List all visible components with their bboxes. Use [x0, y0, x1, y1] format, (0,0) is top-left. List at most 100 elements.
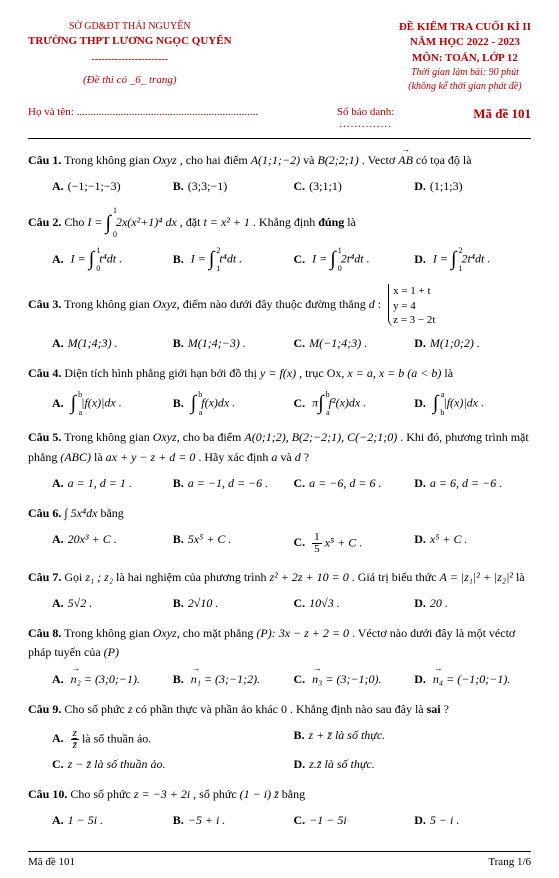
q10-e: (1 − i) z̄ — [240, 787, 279, 801]
q1-B: B(2;2;1) — [317, 153, 358, 167]
q8-options: A. n₂ = (3;0;−1). B. n₁ = (3;−1;2). C. n… — [28, 669, 531, 690]
q6-options: A.20x³ + C . B.5x⁵ + C . C. 15 x⁵ + C . … — [28, 529, 531, 558]
q5-options: A.a = 1, d = 1 . B.a = −1, d = −6 . C.a … — [28, 473, 531, 494]
q3-oxyz: Oxyz, — [153, 298, 180, 312]
question-1: Câu 1. Trong không gian Oxyz , cho hai đ… — [28, 151, 531, 170]
q3-s3: z = 3 − 2t — [393, 313, 435, 327]
q4-t2: , trục Ox, — [299, 366, 347, 380]
q8-t1: Trong không gian — [64, 626, 153, 640]
q10-t2: , số phức — [193, 787, 240, 801]
q2-t4: là — [347, 215, 356, 229]
q3-label: Câu 3. — [28, 298, 61, 312]
q9-t2: có phần thực và phần ảo khác — [136, 702, 281, 716]
system-bracket: x = 1 + t y = 4 z = 3 − 2t — [388, 284, 435, 327]
vector-icon: n₂ — [71, 672, 81, 687]
exam-note: (không kể thời gian phát đề) — [399, 80, 531, 94]
q1-label: Câu 1. — [28, 153, 61, 167]
q9-label: Câu 9. — [28, 702, 61, 716]
q8-opt-c: C. n₃ = (3;−1;0). — [290, 669, 411, 690]
header: SỞ GD&ĐT THÁI NGUYÊN TRƯỜNG THPT LƯƠNG N… — [28, 20, 531, 94]
q6-int: ∫ 5x⁴dx — [64, 506, 97, 520]
q5-oxyz: Oxyz, — [153, 430, 180, 444]
q5-t5: là — [94, 450, 106, 464]
q6-label: Câu 6. — [28, 506, 61, 520]
q1-opt-c: C.(3;1;1) — [290, 176, 411, 197]
footer-page: Trang 1/6 — [488, 856, 531, 868]
header-right: ĐỀ KIỂM TRA CUỐI KÌ II NĂM HỌC 2022 - 20… — [399, 20, 531, 94]
q7-eq: z² + 2z + 10 = 0 — [270, 570, 349, 584]
q4-opt-a: A. ∫ba |f(x)|dx . — [48, 389, 169, 418]
q4-yf: y = f(x) — [260, 366, 296, 380]
header-left: SỞ GD&ĐT THÁI NGUYÊN TRƯỜNG THPT LƯƠNG N… — [28, 20, 232, 94]
dashline: ----------------------- — [28, 53, 232, 67]
q9-opt-d: D.z.z̄ là số thực. — [290, 754, 532, 775]
q1-t3: và — [303, 153, 317, 167]
q1-oxyz: Oxyz — [153, 153, 177, 167]
vector-AB: AB — [398, 151, 413, 170]
q1-t4: . Vectơ — [362, 153, 398, 167]
q10-t3: bằng — [282, 787, 305, 801]
q8-opt-d: D. n₄ = (−1;0;−1). — [410, 669, 531, 690]
question-7: Câu 7. Gọi z₁ ; z₂ là hai nghiệm của phư… — [28, 568, 531, 587]
q5-t2: cho ba điểm — [183, 430, 245, 444]
int-icon: ∫10 — [89, 248, 94, 271]
fraction-icon: 15 — [312, 532, 322, 555]
q9-t3: . Khẳng định nào sau đây là — [290, 702, 427, 716]
q10-opt-a: A.1 − 5i . — [48, 810, 169, 831]
q6-opt-a: A.20x³ + C . — [48, 529, 169, 558]
q3-opt-a: A.M(1;4;3) . — [48, 333, 169, 354]
q9-opt-b: B.z + z̄ là số thực. — [290, 725, 532, 754]
q10-z: z = −3 + 2i — [134, 787, 190, 801]
q1-t5: có tọa độ là — [416, 153, 472, 167]
q5-t7: và — [280, 450, 294, 464]
q7-opt-d: D.20 . — [410, 593, 531, 614]
q8-label: Câu 8. — [28, 626, 61, 640]
page-count: (Đề thi có _6_ trang) — [28, 73, 232, 88]
q4-options: A. ∫ba |f(x)|dx . B. ∫ba f(x)dx . C. π∫b… — [28, 389, 531, 418]
q2-opt-b: B. I = ∫21 t⁴dt . — [169, 245, 290, 274]
int-icon: ∫ba — [71, 392, 76, 415]
q9-options: A. z z̄ là số thuần ảo. B.z + z̄ là số t… — [28, 725, 531, 775]
exam-code: Mã đề 101 — [473, 106, 531, 130]
question-10: Câu 10. Cho số phức z = −3 + 2i , số phứ… — [28, 785, 531, 804]
footer: Mã đề 101 Trang 1/6 — [28, 851, 531, 868]
question-5: Câu 5. Trong không gian Oxyz, cho ba điể… — [28, 428, 531, 466]
q5-eq: ax + y − z + d = 0 — [106, 450, 196, 464]
q5-d: d — [295, 450, 301, 464]
footer-code: Mã đề 101 — [28, 856, 75, 868]
q2-t2: , đặt — [180, 215, 204, 229]
q9-t1: Cho số phức — [64, 702, 128, 716]
q7-opt-c: C.10√3 . — [290, 593, 411, 614]
exam-page: SỞ GD&ĐT THÁI NGUYÊN TRƯỜNG THPT LƯƠNG N… — [0, 0, 559, 878]
separator — [28, 138, 531, 139]
q1-opt-a: A.(−1;−1;−3) — [48, 176, 169, 197]
q5-label: Câu 5. — [28, 430, 61, 444]
q9-opt-c: C.z − z̄ là số thuần ảo. — [48, 754, 290, 775]
int-icon: ∫ab — [433, 392, 438, 415]
q3-t2: điểm nào dưới đây thuộc đường thẳng — [183, 298, 369, 312]
q2-t3: . Khẳng định — [253, 215, 318, 229]
q10-opt-b: B.−5 + i . — [169, 810, 290, 831]
q8-t3: . Véctơ nào dưới đây là một véctơ — [352, 626, 515, 640]
q3-colon: : — [378, 298, 384, 312]
q2-opt-a: A. I = ∫10 t⁴dt . — [48, 245, 169, 274]
integral-icon: ∫10 — [105, 207, 110, 239]
q4-t3: là — [444, 366, 453, 380]
q8-opt-a: A. n₂ = (3;0;−1). — [48, 669, 169, 690]
q9-opt-a: A. z z̄ là số thuần ảo. — [48, 725, 290, 754]
q10-t1: Cho số phức — [70, 787, 134, 801]
q1-A: A(1;1;−2) — [251, 153, 300, 167]
q10-label: Câu 10. — [28, 787, 67, 801]
q2-sub: t = x² + 1 — [203, 215, 249, 229]
q1-opt-b: B.(3;3;−1) — [169, 176, 290, 197]
school: TRƯỜNG THPT LƯƠNG NGỌC QUYẾN — [28, 34, 232, 49]
q6-opt-b: B.5x⁵ + C . — [169, 529, 290, 558]
q3-d: d — [369, 298, 375, 312]
question-2: Câu 2. Cho I = ∫10 2x(x²+1)⁴ dx , đặt t … — [28, 207, 531, 239]
q7-t1: Gọi — [64, 570, 85, 584]
q9-qm: ? — [444, 702, 449, 716]
q8-opt-b: B. n₁ = (3;−1;2). — [169, 669, 290, 690]
exam-title-3: MÔN: TOÁN, LỚP 12 — [399, 51, 531, 66]
q4-opt-c: C. π∫ba f²(x)dx . — [290, 389, 411, 418]
q2-dung: đúng — [318, 215, 344, 229]
